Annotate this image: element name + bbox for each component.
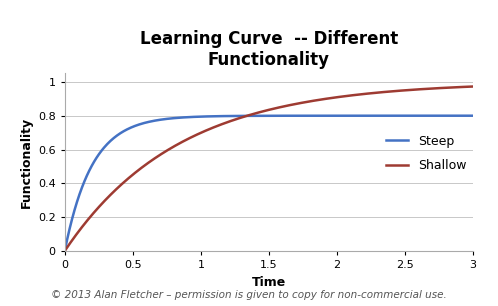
X-axis label: Time: Time (252, 275, 286, 289)
Title: Learning Curve  -- Different
Functionality: Learning Curve -- Different Functionalit… (140, 30, 398, 69)
Legend: Steep, Shallow: Steep, Shallow (386, 135, 467, 172)
Text: © 2013 Alan Fletcher – permission is given to copy for non-commercial use.: © 2013 Alan Fletcher – permission is giv… (51, 290, 447, 300)
Y-axis label: Functionality: Functionality (19, 117, 32, 208)
